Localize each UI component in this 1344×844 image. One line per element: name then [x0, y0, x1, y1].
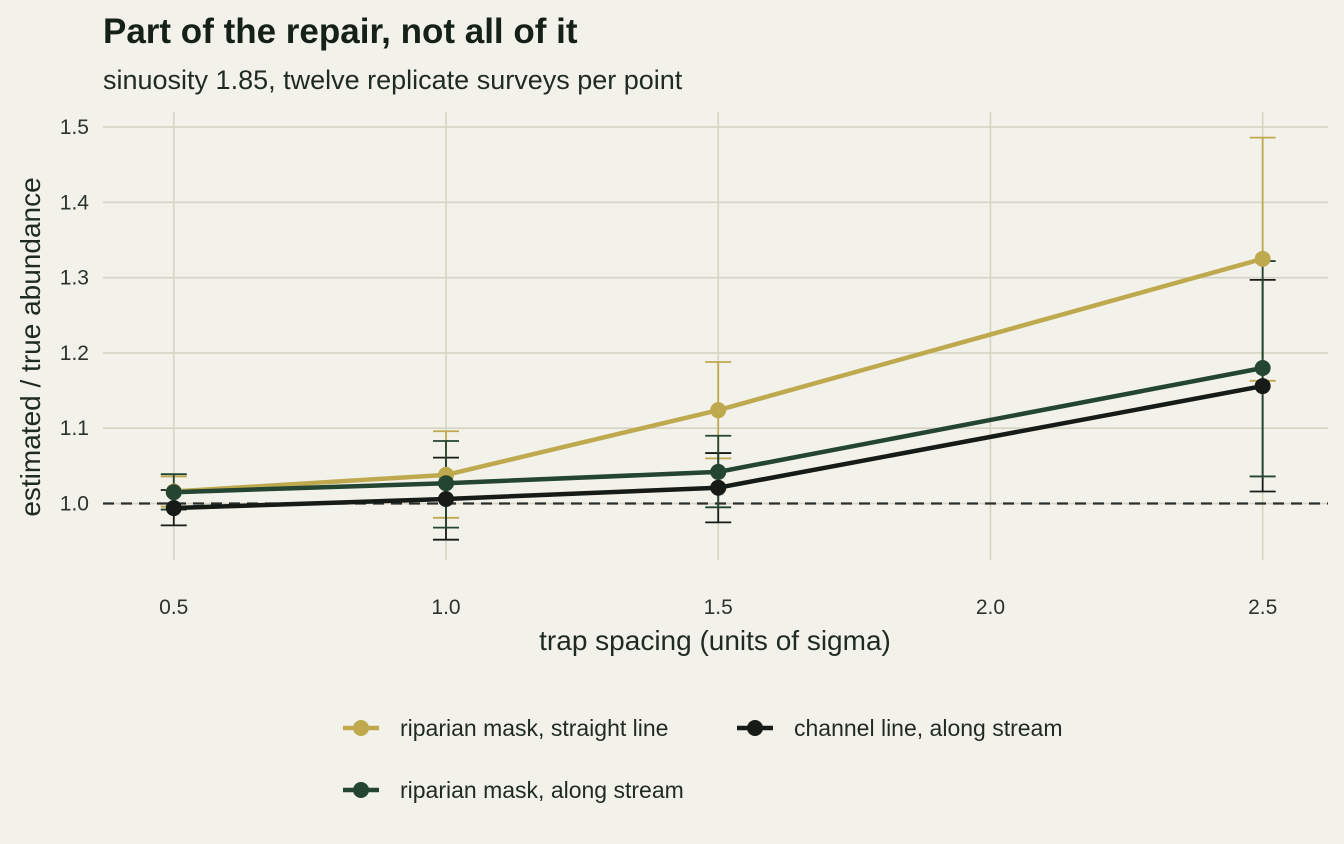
legend-item-riparian-mask-along-stream: riparian mask, along stream: [343, 777, 684, 803]
legend-swatch-point: [353, 782, 369, 798]
x-tick-label: 1.5: [704, 596, 733, 619]
x-tick-label: 0.5: [159, 596, 188, 619]
y-tick-label: 1.4: [60, 191, 90, 214]
legend-label: riparian mask, along stream: [400, 777, 684, 803]
data-point-channel-line-along-stream: [165, 500, 182, 517]
legend-label: riparian mask, straight line: [400, 715, 668, 741]
x-axis-title: trap spacing (units of sigma): [539, 625, 891, 656]
series-line-riparian-mask-along-stream: [171, 365, 1265, 495]
legend: riparian mask, straight line channel line…: [343, 715, 1063, 803]
data-point-channel-line-along-stream: [438, 491, 454, 508]
y-tick-label: 1.3: [60, 267, 89, 290]
legend-swatch-point: [353, 720, 369, 736]
chart-subtitle: sinuosity 1.85, twelve replicate surveys…: [103, 65, 683, 95]
data-point-riparian-mask-along-stream: [710, 463, 727, 480]
y-tick-label: 1.2: [60, 342, 89, 365]
data-point-riparian-mask-straight-line: [710, 402, 727, 419]
series-line-riparian-mask-straight-line: [171, 256, 1265, 494]
legend-swatch-point: [747, 720, 763, 736]
data-point-riparian-mask-along-stream: [165, 484, 182, 501]
x-tick-label: 1.0: [431, 596, 460, 619]
data-point-channel-line-along-stream: [1254, 378, 1271, 395]
data-point-riparian-mask-straight-line: [1254, 250, 1271, 267]
y-tick-label: 1.1: [60, 417, 89, 440]
series-line-channel-line-along-stream: [171, 383, 1265, 511]
y-axis-title: estimated / true abundance: [15, 177, 46, 516]
chart-title: Part of the repair, not all of it: [103, 12, 578, 51]
legend-item-channel-line-along-stream: channel line, along stream: [737, 715, 1063, 741]
data-point-riparian-mask-along-stream: [1254, 360, 1271, 376]
data-point-riparian-mask-along-stream: [438, 475, 454, 492]
x-tick-label: 2.5: [1248, 596, 1277, 619]
y-tick-label: 1.5: [60, 116, 89, 139]
data-point-channel-line-along-stream: [710, 479, 727, 496]
x-tick-label: 2.0: [976, 596, 1005, 619]
tick-labels: 1.0 1.1 1.2 1.3 1.4 1.5 0.5 1.0 1.5 2.0 2.5: [60, 116, 1277, 619]
y-tick-label: 1.0: [60, 493, 89, 516]
series-points: [165, 250, 1271, 517]
legend-label: channel line, along stream: [794, 715, 1063, 741]
legend-item-riparian-mask-straight-line: riparian mask, straight line: [343, 715, 668, 741]
series-lines: [171, 256, 1265, 511]
